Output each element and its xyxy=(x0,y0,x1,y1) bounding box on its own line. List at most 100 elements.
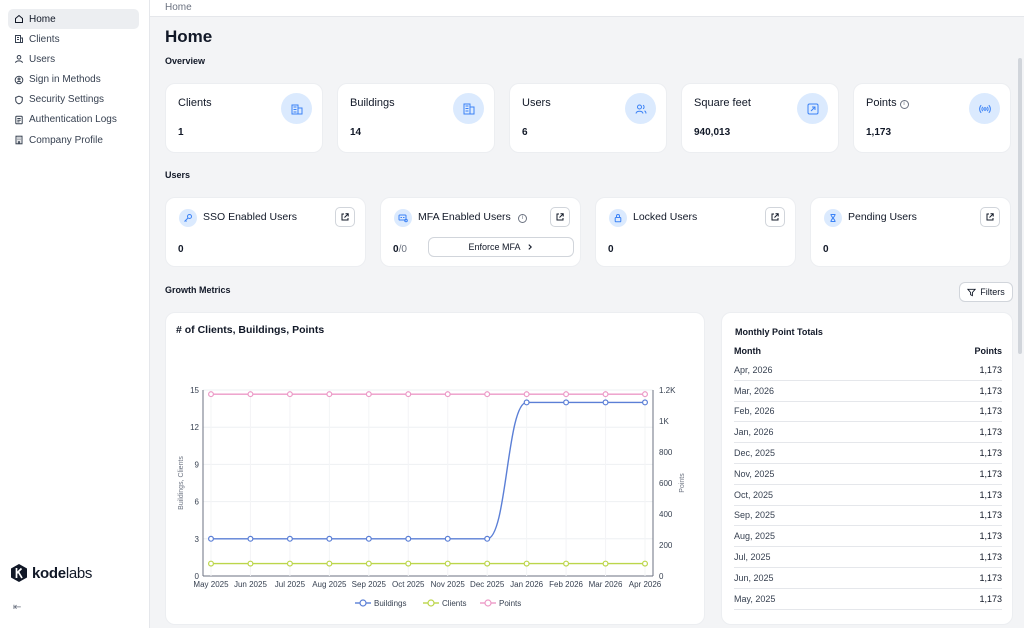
stat-title: Buildings xyxy=(350,97,395,109)
data-point-points xyxy=(405,391,412,398)
data-point-clients xyxy=(642,560,649,567)
sidebar-item-clients[interactable]: Clients xyxy=(8,29,139,49)
table-body: Apr, 2026 1,173 Mar, 2026 1,173 Feb, 2026 1,1… xyxy=(734,360,1002,610)
data-point-buildings xyxy=(247,535,254,542)
left-tick-label: 12 xyxy=(190,423,199,432)
enforce-mfa-label: Enforce MFA xyxy=(468,242,521,252)
points-cell: 1,173 xyxy=(979,427,1002,438)
data-point-buildings xyxy=(563,399,570,406)
points-cell: 1,173 xyxy=(979,510,1002,521)
data-point-buildings xyxy=(484,535,491,542)
stat-title: Points i xyxy=(866,97,909,109)
filters-button[interactable]: Filters xyxy=(959,282,1013,302)
collapse-sidebar-icon[interactable]: ⇤ xyxy=(13,602,22,613)
sidebar-item-home[interactable]: Home xyxy=(8,9,139,29)
table-row: Apr, 2026 1,173 xyxy=(734,360,1002,381)
points-cell: 1,173 xyxy=(979,385,1002,396)
sidebar-item-users[interactable]: Users xyxy=(8,49,139,69)
legend-label-buildings: Buildings xyxy=(374,599,406,608)
x-tick-label: Apr 2026 xyxy=(629,580,662,589)
key-icon xyxy=(179,209,197,227)
info-icon[interactable]: i xyxy=(517,214,527,223)
x-tick-label: Feb 2026 xyxy=(549,580,583,589)
x-tick-label: May 2025 xyxy=(193,580,229,589)
info-icon[interactable]: i xyxy=(899,100,909,109)
overview-section-label: Overview xyxy=(165,56,206,66)
data-point-clients xyxy=(563,560,570,567)
left-axis-title: Buildings, Clients xyxy=(178,456,185,510)
points-cell: 1,173 xyxy=(979,572,1002,583)
buildings-icon xyxy=(453,93,484,124)
right-tick-label: 400 xyxy=(659,510,673,519)
filters-label: Filters xyxy=(980,287,1005,297)
growth-metrics-section-label: Growth Metrics xyxy=(165,285,231,295)
data-point-points xyxy=(444,391,451,398)
table-row: Oct, 2025 1,173 xyxy=(734,485,1002,506)
user-card-title: MFA Enabled Users i xyxy=(418,211,527,223)
data-point-clients xyxy=(207,560,214,567)
sidebar-item-label: Authentication Logs xyxy=(29,114,117,126)
column-header-month: Month xyxy=(734,345,761,356)
month-cell: May, 2025 xyxy=(734,593,776,604)
data-point-points xyxy=(207,391,214,398)
points-cell: 1,173 xyxy=(979,364,1002,375)
page-scrollbar[interactable] xyxy=(1018,58,1022,354)
right-tick-label: 1K xyxy=(659,417,669,426)
data-point-points xyxy=(286,391,293,398)
log-icon xyxy=(14,115,24,125)
x-tick-label: Jun 2025 xyxy=(234,580,267,589)
sidebar-item-label: Company Profile xyxy=(29,134,103,146)
stat-title: Users xyxy=(522,97,551,109)
stat-card-square-feet: Square feet 940,013 xyxy=(681,83,839,153)
sidebar-item-authentication-logs[interactable]: Authentication Logs xyxy=(8,110,139,130)
user-card-value: 0/0 xyxy=(393,244,407,255)
sidebar-item-label: Sign in Methods xyxy=(29,74,101,86)
left-tick-label: 9 xyxy=(195,460,200,469)
enforce-mfa-button[interactable]: Enforce MFA xyxy=(428,237,574,257)
chevron-right-icon xyxy=(527,244,532,250)
users-section-label: Users xyxy=(165,170,191,180)
external-link-icon[interactable] xyxy=(335,207,355,227)
company-icon xyxy=(14,135,24,145)
right-tick-label: 800 xyxy=(659,448,673,457)
data-point-buildings xyxy=(207,535,214,542)
external-link-icon[interactable] xyxy=(765,207,785,227)
external-link-icon[interactable] xyxy=(980,207,1000,227)
right-axis-title: Points xyxy=(679,473,686,493)
points-cell: 1,173 xyxy=(979,531,1002,542)
sidebar-item-security-settings[interactable]: Security Settings xyxy=(8,90,139,110)
lock-icon xyxy=(609,209,627,227)
right-tick-label: 200 xyxy=(659,541,673,550)
sidebar-nav: Home Clients Users Sign in Methods Secur… xyxy=(0,0,149,150)
stat-title: Clients xyxy=(178,97,212,109)
legend-swatch-point xyxy=(427,599,435,607)
kodelabs-logo-mark-icon xyxy=(11,564,27,582)
logo-word-bold: kode xyxy=(32,564,66,582)
data-point-buildings xyxy=(286,535,293,542)
data-point-clients xyxy=(286,560,293,567)
data-point-clients xyxy=(484,560,491,567)
stat-title-text: Points xyxy=(866,97,897,109)
home-icon xyxy=(14,14,24,24)
external-link-icon[interactable] xyxy=(550,207,570,227)
month-cell: Dec, 2025 xyxy=(734,448,776,459)
data-point-buildings xyxy=(602,399,609,406)
mfa-icon xyxy=(394,209,412,227)
data-point-clients xyxy=(523,560,530,567)
building-icon xyxy=(14,34,24,44)
users-icon xyxy=(625,93,656,124)
legend-label-points: Points xyxy=(499,599,521,608)
data-point-points xyxy=(602,391,609,398)
breadcrumb[interactable]: Home xyxy=(165,2,192,13)
user-card-pending: Pending Users 0 xyxy=(810,197,1011,267)
expand-icon xyxy=(797,93,828,124)
growth-line-chart: 0 3 6 9 12 15 0 200 400 600 800 1K 1.2K May 2025 Jun 2… xyxy=(178,386,686,608)
data-point-points xyxy=(642,391,649,398)
logo-word-thin: labs xyxy=(65,564,93,582)
sidebar-item-sign-in-methods[interactable]: Sign in Methods xyxy=(8,70,139,90)
shield-icon xyxy=(14,95,24,105)
sidebar-item-company-profile[interactable]: Company Profile xyxy=(8,130,139,150)
signal-icon xyxy=(969,93,1000,124)
data-point-buildings xyxy=(642,399,649,406)
table-row: Feb, 2026 1,173 xyxy=(734,402,1002,423)
